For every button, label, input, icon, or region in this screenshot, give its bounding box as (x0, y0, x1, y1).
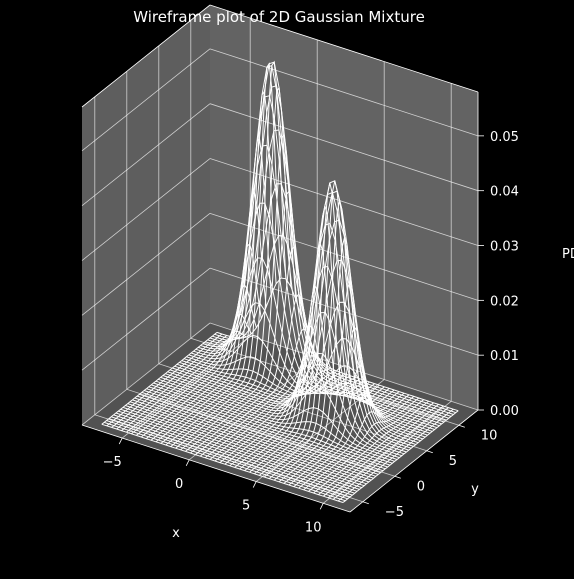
wire-line-y (160, 352, 402, 457)
wire-line-y (183, 337, 426, 438)
wire-line-y (200, 95, 442, 425)
wire-line-y (216, 277, 459, 412)
grid-line-y-floor (126, 388, 395, 477)
x-tick-mark (118, 437, 123, 445)
wire-line-y (148, 386, 391, 466)
y-tick-label: 0 (417, 479, 425, 494)
z-axis-label: PDF (562, 247, 574, 262)
grid-line-x-floor (255, 379, 385, 482)
grid-line-z-back (209, 158, 479, 246)
z-tick-label: 0.05 (490, 130, 519, 145)
grid-line-z-left (81, 48, 211, 152)
chart-title: Wireframe plot of 2D Gaussian Mixture (133, 8, 425, 26)
wire-line-y (139, 393, 381, 474)
y-axis-label: y (471, 482, 479, 497)
wire-line-y (111, 416, 353, 496)
x-tick-label: 10 (305, 520, 322, 535)
wire-line-y (188, 334, 431, 434)
x-tick-mark (252, 481, 257, 488)
grid-line-z-left (81, 213, 211, 316)
z-tick-label: 0.01 (490, 349, 519, 364)
grid-line-y-floor (94, 414, 363, 503)
x-tick-mark (319, 503, 324, 510)
wire-line-y (106, 420, 348, 500)
wire-line-y (205, 61, 447, 421)
wire-line-y (120, 408, 362, 489)
wire-line-y (134, 397, 377, 477)
z-tick-label: 0.02 (490, 294, 519, 309)
pane-edge (349, 409, 479, 513)
z-tick-label: 0.00 (490, 404, 519, 419)
wire-line-y (165, 265, 407, 453)
wire-line-y (174, 190, 417, 445)
y-tick-mark (458, 424, 465, 428)
wire-line-y (202, 64, 445, 423)
wire-line-y (136, 395, 379, 475)
grid-line-x-floor (322, 400, 452, 504)
wire-line-y (186, 356, 428, 436)
y-tick-label: 5 (449, 454, 457, 469)
wire-line-y (113, 414, 355, 494)
wire-line-y (153, 382, 395, 462)
wire-line-y (108, 418, 351, 498)
grid-line-z-left (81, 322, 211, 426)
pane-edge (209, 4, 479, 93)
grid-line-z-left (81, 158, 211, 261)
wire-line-y (141, 391, 384, 472)
wire-line-y (118, 410, 360, 490)
z-tick-label: 0.03 (490, 240, 519, 255)
wire-line-y (193, 257, 435, 430)
y-tick-mark (426, 450, 433, 454)
y-tick-mark (394, 475, 401, 479)
y-tick-label: 10 (481, 428, 498, 443)
wire-line-y (143, 390, 386, 470)
x-axis-label: x (172, 526, 180, 541)
grid-line-z-left (81, 103, 211, 207)
wire-line-y (214, 234, 456, 414)
wire-line-y (162, 311, 405, 455)
wire-line-y (212, 183, 454, 415)
x-tick-label: −5 (103, 455, 122, 470)
wire-line-y (190, 302, 433, 432)
x-tick-label: 0 (175, 477, 183, 492)
wire-line-y (115, 412, 358, 492)
grid-line-z-back (209, 48, 479, 137)
wire-line-y (101, 423, 344, 503)
wire-line-y (129, 401, 372, 481)
tick-labels: −5 0 5 10 −5 0 5 10 0.00 0.01 0.02 0.03 0.04 0.05 (103, 130, 519, 535)
wire-line-y (104, 421, 346, 502)
x-tick-mark (185, 459, 190, 466)
grid-line-z-left (81, 267, 211, 371)
wire-line-y (209, 129, 452, 417)
grid-line-z-back (209, 103, 479, 192)
grid-line-x-floor (121, 335, 251, 439)
grid-line-z-back (209, 267, 479, 356)
wire-line-y (155, 380, 398, 460)
wire-line-y (127, 403, 370, 483)
left-pane (82, 5, 210, 425)
wire-line-y (207, 85, 449, 419)
pane-edge (81, 4, 211, 108)
wire-line-y (146, 388, 388, 468)
wireframe-surface (101, 60, 459, 503)
wire-line-y (122, 406, 365, 487)
y-tick-label: −5 (385, 505, 404, 520)
wire-line-y (151, 384, 393, 464)
y-tick-mark (362, 501, 369, 505)
wire-line-y (158, 378, 400, 459)
wire-line-y (132, 399, 374, 479)
z-tick-label: 0.04 (490, 185, 519, 200)
x-tick-label: 5 (242, 499, 250, 514)
pane-edge (81, 424, 351, 513)
wire-line-y (125, 405, 367, 485)
